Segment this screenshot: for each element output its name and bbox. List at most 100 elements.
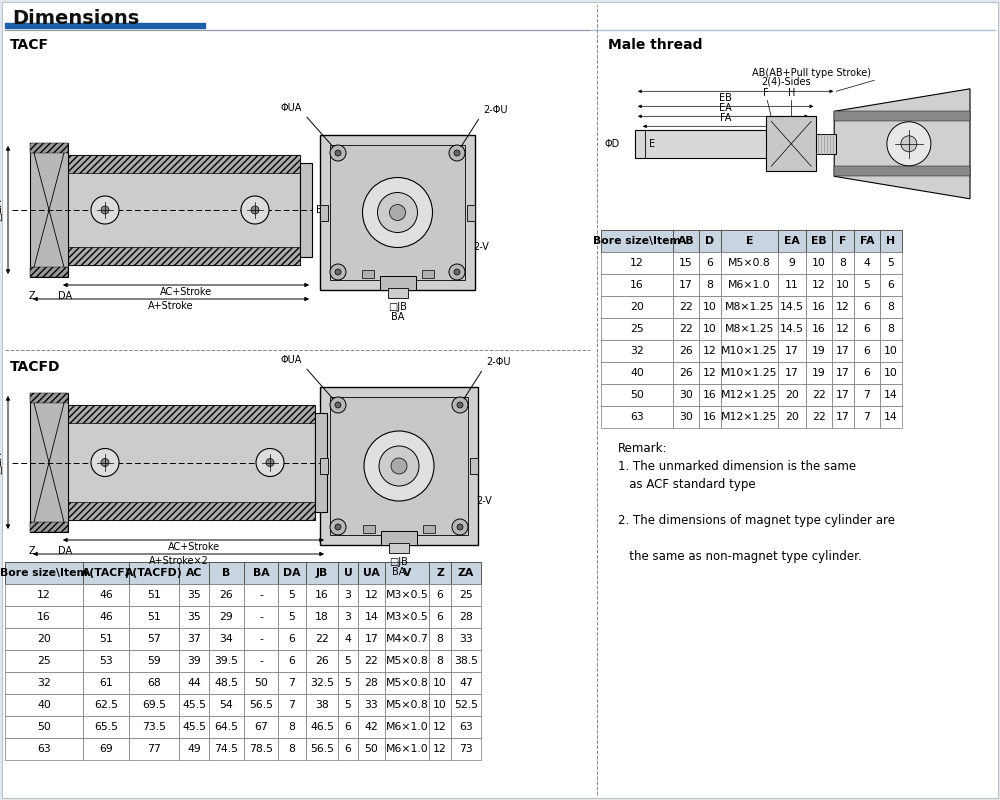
Text: B: B	[316, 205, 323, 215]
Bar	[129, 738, 179, 760]
Text: 69.5: 69.5	[142, 700, 166, 710]
Bar	[385, 738, 429, 760]
Text: 45.5: 45.5	[182, 722, 206, 732]
Text: EA: EA	[719, 103, 732, 114]
Text: 28: 28	[459, 612, 473, 622]
Text: BA: BA	[392, 567, 406, 577]
Bar	[721, 384, 778, 406]
Text: 8: 8	[289, 744, 295, 754]
Bar	[778, 274, 806, 296]
Bar	[854, 252, 880, 274]
Text: 6: 6	[864, 368, 870, 378]
Bar	[129, 672, 179, 694]
Bar	[60, 155, 300, 265]
Text: Z: Z	[436, 568, 444, 578]
Text: 1. The unmarked dimension is the same: 1. The unmarked dimension is the same	[618, 460, 856, 473]
Text: 20: 20	[785, 390, 799, 400]
Text: M3×0.5: M3×0.5	[386, 612, 428, 622]
Bar	[388, 288, 408, 298]
Text: Bore size\Item: Bore size\Item	[593, 236, 681, 246]
Text: H: H	[886, 236, 896, 246]
Text: 22: 22	[315, 634, 329, 644]
Bar	[179, 628, 209, 650]
Text: M4×0.7: M4×0.7	[386, 634, 428, 644]
Bar	[30, 393, 68, 403]
Bar	[381, 531, 417, 545]
Text: 51: 51	[147, 590, 161, 600]
Text: 20: 20	[785, 412, 799, 422]
Text: 10: 10	[433, 678, 447, 688]
Bar	[179, 562, 209, 584]
Bar	[385, 584, 429, 606]
Circle shape	[362, 178, 432, 247]
Text: the same as non-magnet type cylinder.: the same as non-magnet type cylinder.	[618, 550, 862, 563]
Bar	[880, 318, 902, 340]
Text: 45.5: 45.5	[182, 700, 206, 710]
Text: 39.5: 39.5	[214, 656, 239, 666]
Bar	[5, 23, 205, 28]
Bar	[179, 606, 209, 628]
Text: M10×1.25: M10×1.25	[721, 368, 778, 378]
Text: 22: 22	[365, 656, 378, 666]
Bar	[699, 318, 721, 340]
Bar	[721, 406, 778, 428]
Bar	[880, 406, 902, 428]
Bar	[60, 155, 300, 173]
Text: Bore size\Item: Bore size\Item	[0, 568, 88, 578]
Text: -: -	[259, 612, 263, 622]
Text: 12: 12	[836, 302, 850, 312]
Text: 12: 12	[630, 258, 644, 268]
Text: 26: 26	[679, 368, 693, 378]
Text: 2-ΦU: 2-ΦU	[483, 105, 508, 115]
Bar	[30, 393, 68, 532]
Bar	[806, 362, 832, 384]
Text: AC+Stroke: AC+Stroke	[167, 542, 220, 552]
Bar	[244, 672, 278, 694]
Bar	[832, 296, 854, 318]
Text: 63: 63	[459, 722, 473, 732]
Bar	[30, 267, 68, 277]
Bar	[721, 296, 778, 318]
Text: E: E	[746, 236, 753, 246]
Text: 68: 68	[147, 678, 161, 688]
Bar	[209, 606, 244, 628]
Bar	[673, 384, 699, 406]
Text: □JB: □JB	[390, 557, 408, 567]
Text: 29: 29	[220, 612, 233, 622]
Circle shape	[391, 458, 407, 474]
Bar	[5, 562, 83, 584]
Bar	[129, 694, 179, 716]
Text: 7: 7	[864, 412, 870, 422]
Text: AC+Stroke: AC+Stroke	[160, 287, 212, 297]
Bar	[306, 716, 338, 738]
Bar	[699, 384, 721, 406]
Text: TACFD: TACFD	[10, 360, 60, 374]
Bar	[179, 672, 209, 694]
Text: 50: 50	[37, 722, 51, 732]
Bar	[806, 318, 832, 340]
Circle shape	[452, 397, 468, 413]
Bar	[880, 252, 902, 274]
Circle shape	[266, 458, 274, 466]
Bar	[601, 230, 673, 252]
Text: 14: 14	[884, 390, 898, 400]
Text: 52.5: 52.5	[454, 700, 478, 710]
Text: EB: EB	[719, 94, 732, 103]
Text: 4: 4	[345, 634, 351, 644]
Text: 17: 17	[836, 412, 850, 422]
Bar	[451, 650, 481, 672]
Text: M10×1.25: M10×1.25	[721, 346, 778, 356]
Bar	[300, 163, 312, 257]
Text: 33: 33	[459, 634, 473, 644]
Bar	[278, 694, 306, 716]
Bar	[179, 716, 209, 738]
Text: Remark:: Remark:	[618, 442, 668, 455]
Polygon shape	[834, 89, 970, 198]
Bar	[306, 650, 338, 672]
Text: 12: 12	[703, 368, 717, 378]
Bar	[806, 340, 832, 362]
Text: 69: 69	[99, 744, 113, 754]
Bar	[244, 716, 278, 738]
Bar	[816, 134, 836, 154]
Text: 37: 37	[187, 634, 201, 644]
